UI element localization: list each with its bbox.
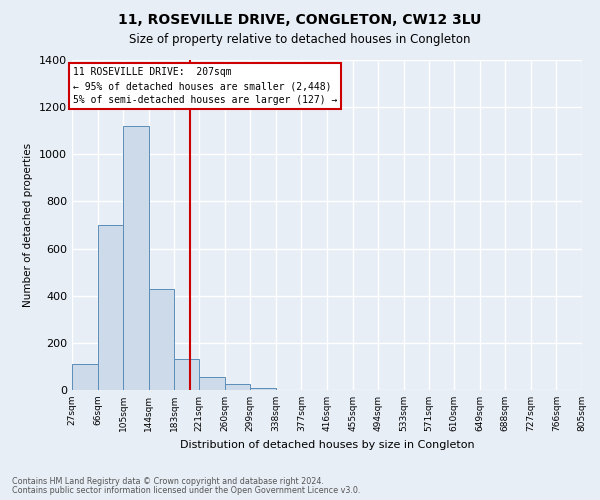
Text: 11, ROSEVILLE DRIVE, CONGLETON, CW12 3LU: 11, ROSEVILLE DRIVE, CONGLETON, CW12 3LU — [118, 12, 482, 26]
Bar — [250, 388, 276, 390]
Bar — [149, 288, 174, 390]
Bar — [123, 126, 149, 390]
Bar — [225, 384, 250, 390]
Text: Contains public sector information licensed under the Open Government Licence v3: Contains public sector information licen… — [12, 486, 361, 495]
Bar — [174, 360, 199, 390]
Y-axis label: Number of detached properties: Number of detached properties — [23, 143, 34, 307]
X-axis label: Distribution of detached houses by size in Congleton: Distribution of detached houses by size … — [179, 440, 475, 450]
Text: Contains HM Land Registry data © Crown copyright and database right 2024.: Contains HM Land Registry data © Crown c… — [12, 477, 324, 486]
Bar — [98, 225, 123, 390]
Text: 11 ROSEVILLE DRIVE:  207sqm
← 95% of detached houses are smaller (2,448)
5% of s: 11 ROSEVILLE DRIVE: 207sqm ← 95% of deta… — [73, 67, 337, 105]
Bar — [72, 364, 98, 390]
Bar — [199, 377, 225, 390]
Text: Size of property relative to detached houses in Congleton: Size of property relative to detached ho… — [129, 32, 471, 46]
